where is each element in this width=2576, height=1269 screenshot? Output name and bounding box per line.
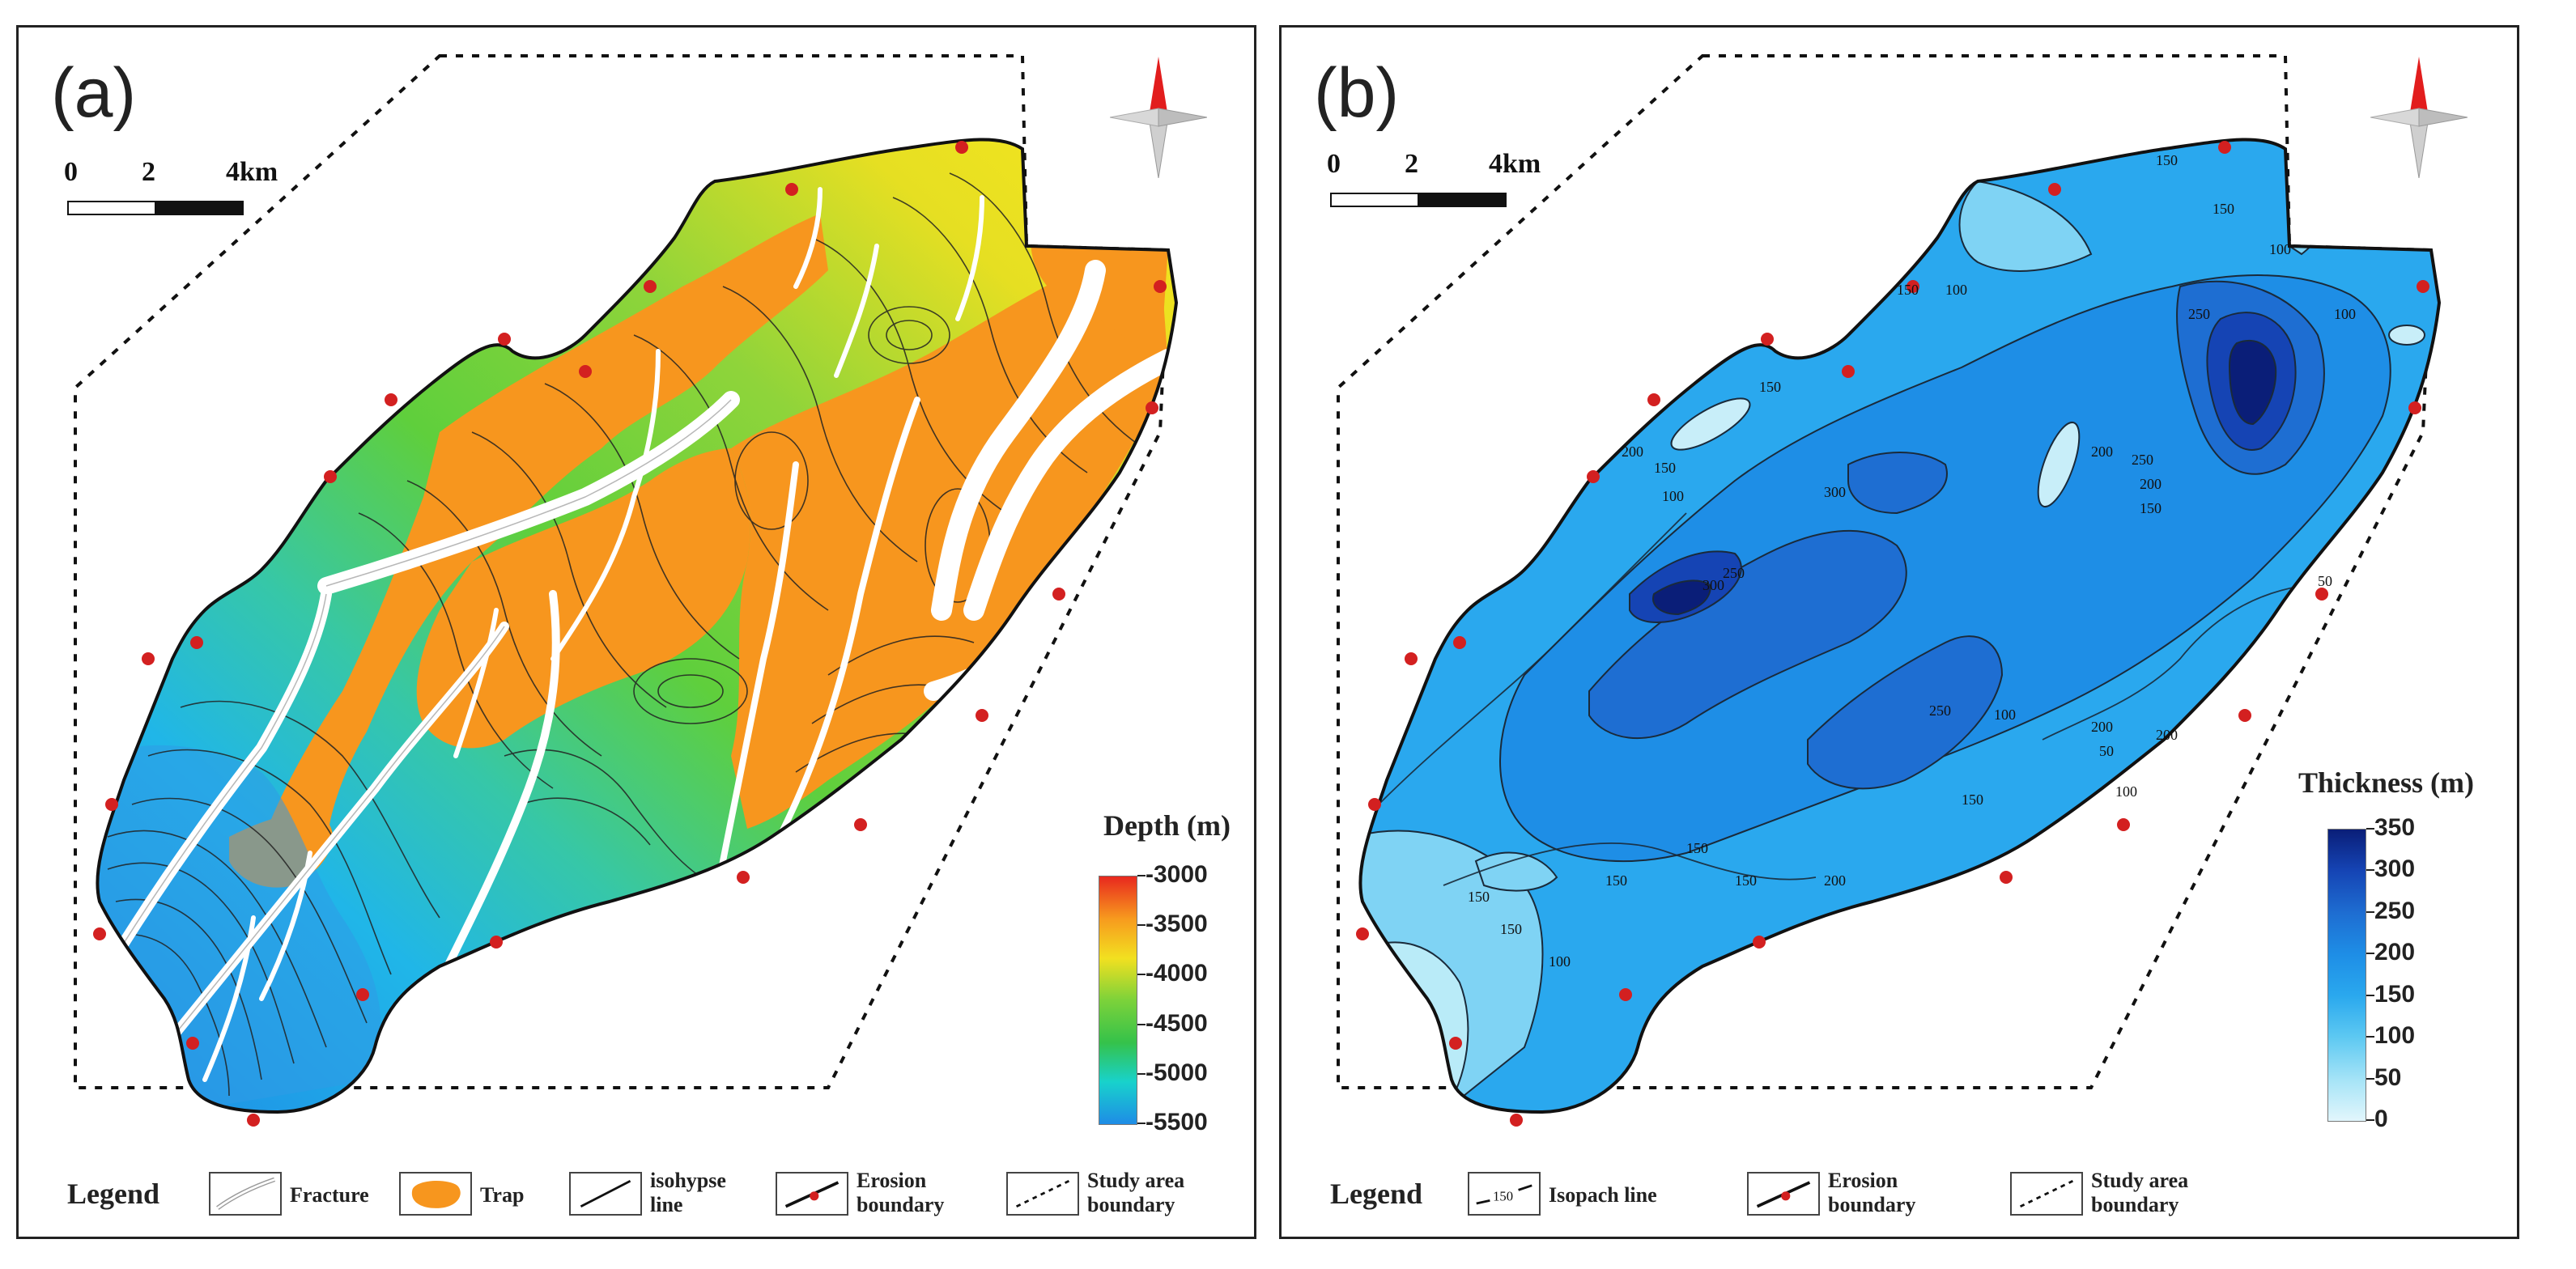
isopach-value-label: 150 [1735, 872, 1757, 889]
isopach-value-label: 100 [1662, 488, 1684, 504]
isopach-value-label: 150 [2140, 500, 2162, 516]
colorbar-tick-label: -5500 [1137, 1109, 1208, 1135]
scale-segment-black [1418, 193, 1507, 207]
isopach-value-label: 100 [1549, 953, 1571, 970]
isopach-sample-label: 150 [1493, 1188, 1513, 1203]
isopach-value-label: 150 [1605, 872, 1627, 889]
isopach-value-label: 150 [1468, 889, 1490, 905]
isopach-value-label: 150 [1897, 282, 1919, 298]
isopach-value-label: 50 [2318, 573, 2332, 589]
isopach-value-label: 150 [1759, 379, 1781, 395]
panel-b-tag: (b) [1314, 54, 1400, 132]
scale-label-4km: 4km [1489, 149, 1541, 179]
isopach-value-label: 150 [1500, 921, 1522, 937]
colorbar-tick-label: 50 [2366, 1063, 2402, 1091]
scale-label-0: 0 [1327, 149, 1341, 179]
panel-a-tag: (a) [51, 54, 137, 132]
isopach-value-label: 100 [2269, 241, 2291, 257]
isopach-value-label: 250 [2188, 306, 2210, 322]
colorbar-tick-label: -3000 [1137, 861, 1208, 888]
depth-map-area [74, 54, 1179, 1127]
thickness-colorbar [2327, 829, 2366, 1122]
isopach-value-label: 300 [1824, 484, 1846, 500]
colorbar-tick-label: 0 [2366, 1106, 2388, 1132]
colorbar-title: Thickness (m) [2298, 766, 2475, 799]
trap-areas [97, 172, 1177, 1112]
panel-a-depth-map: (a) 0 2 4km [16, 25, 1256, 1239]
erosion-boundary-markers [93, 141, 1167, 1127]
legend-label-study-area: Study area boundary [1087, 1169, 1185, 1216]
isopach-value-label: 150 [2156, 152, 2178, 168]
legend-label-study-area: Study area boundary [2091, 1169, 2189, 1216]
legend-title: Legend [67, 1178, 160, 1210]
scale-bar: 0 2 4km [64, 157, 278, 222]
legend-label-erosion: Erosion boundary [1828, 1169, 1916, 1216]
colorbar-tick-label: 250 [2366, 897, 2416, 924]
colorbar-title: Depth (m) [1103, 809, 1231, 842]
colorbar-tick-label: 200 [2366, 939, 2416, 966]
depth-colorbar [1099, 876, 1137, 1125]
legend-b: Legend 150 Isopach line Erosion boundary… [1282, 1140, 2517, 1237]
isopach-value-label: 200 [2156, 727, 2178, 743]
legend-label-trap: Trap [480, 1183, 525, 1207]
north-arrow-icon [1110, 57, 1207, 178]
isopach-value-label: 100 [1945, 282, 1967, 298]
colorbar-tick-label: 350 [2366, 814, 2416, 841]
scale-label-4km: 4km [226, 157, 278, 187]
erosion-boundary-markers [1356, 141, 2429, 1127]
legend-label-fracture: Fracture [290, 1183, 369, 1207]
colorbar-tick-label: 150 [2366, 980, 2416, 1008]
study-area-swatch-icon [2010, 1172, 2083, 1216]
fracture-swatch-icon [209, 1172, 282, 1216]
trap-swatch-icon [399, 1172, 472, 1216]
scale-segment-black [155, 201, 244, 215]
isopach-value-label: 150 [2213, 201, 2234, 217]
scale-bar: 0 2 4km [1327, 149, 1541, 214]
legend-label-isopach: Isopach line [1549, 1183, 1657, 1207]
isopach-value-label: 250 [2132, 452, 2153, 468]
legend-a: Legend Fracture Trap isohypse line Erosi… [19, 1140, 1254, 1237]
isopach-value-label: 200 [2091, 444, 2113, 460]
isopach-value-label: 100 [1994, 707, 2016, 723]
isopach-value-label: 50 [2099, 743, 2114, 759]
scale-label-2: 2 [142, 157, 155, 187]
colorbar-tick-label: 300 [2366, 855, 2416, 883]
isohypse-swatch-icon [569, 1172, 642, 1216]
erosion-swatch-icon [776, 1172, 848, 1216]
legend-label-erosion: Erosion boundary [857, 1169, 945, 1216]
colorbar-tick-label: -4500 [1137, 1009, 1208, 1037]
isopach-value-label: 150 [1654, 460, 1676, 476]
colorbar-tick-label: -3500 [1137, 910, 1208, 938]
isopach-value-label: 200 [2140, 476, 2162, 492]
isopach-value-label: 250 [1929, 702, 1951, 719]
colorbar-tick-label: -4000 [1137, 960, 1208, 987]
erosion-boundary-outline [1358, 138, 2442, 1114]
legend-label-isohypse: isohypse line [650, 1169, 726, 1216]
erosion-boundary-outline [96, 138, 1179, 1114]
isopach-swatch-icon: 150 [1468, 1172, 1541, 1216]
isopach-value-label: 250 [1723, 565, 1745, 581]
isopach-value-label: 300 [1702, 577, 1724, 593]
isopach-value-label: 200 [2091, 719, 2113, 735]
scale-label-0: 0 [64, 157, 78, 187]
colorbar-tick-label: -5000 [1137, 1059, 1208, 1086]
isopach-value-label: 200 [1622, 444, 1643, 460]
isopach-value-label: 150 [1686, 840, 1708, 856]
north-arrow-icon [2370, 57, 2468, 178]
isopach-value-label: 100 [2115, 783, 2137, 800]
erosion-swatch-icon [1747, 1172, 1820, 1216]
scale-label-2: 2 [1405, 149, 1418, 179]
isopach-value-label: 200 [1824, 872, 1846, 889]
study-area-swatch-icon [1006, 1172, 1079, 1216]
legend-title: Legend [1330, 1178, 1423, 1210]
panel-b-thickness-map: (b) 0 2 4km [1279, 25, 2519, 1239]
colorbar-tick-label: 100 [2366, 1022, 2416, 1050]
isopach-value-label: 100 [2334, 306, 2356, 322]
isopach-value-label: 150 [1962, 792, 1983, 808]
